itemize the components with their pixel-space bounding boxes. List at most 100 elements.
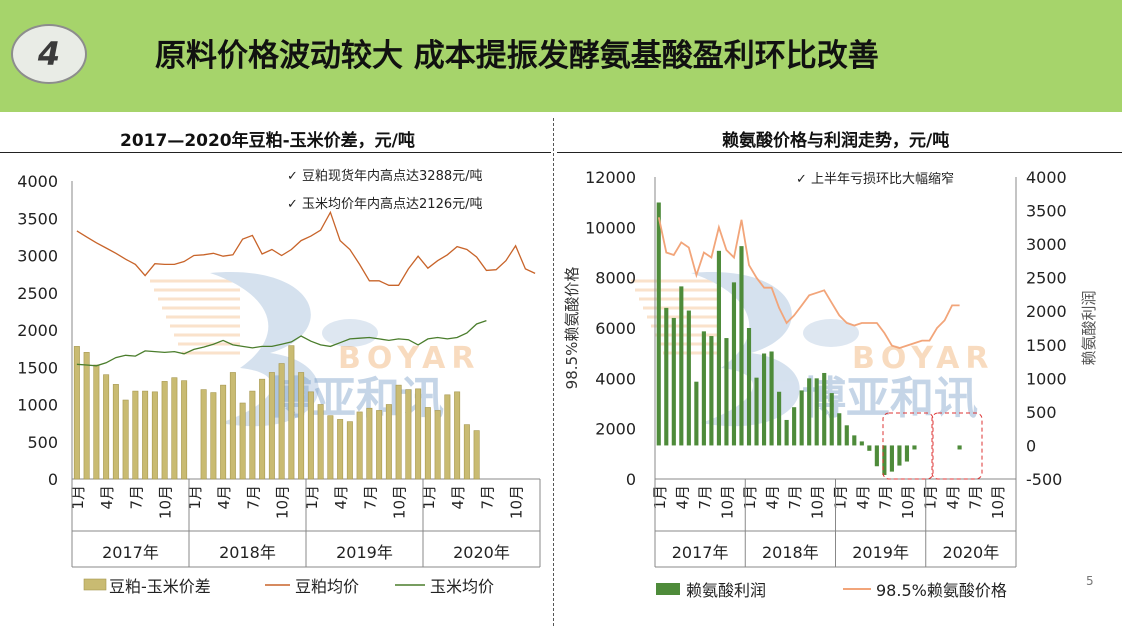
y-axis-label: 98.5%赖氨酸价格 bbox=[563, 267, 581, 390]
year-label: 2020年 bbox=[943, 543, 1000, 562]
x-tick-label: 7月 bbox=[127, 485, 145, 510]
year-label: 2018年 bbox=[762, 543, 819, 562]
lysine-profit-bar bbox=[694, 381, 699, 446]
lysine-price-line bbox=[657, 217, 960, 350]
x-tick-label: 4月 bbox=[449, 485, 467, 510]
price-spread-bar bbox=[259, 378, 266, 480]
lysine-profit-bar bbox=[686, 310, 691, 446]
lysine-profit-bar bbox=[761, 353, 767, 446]
price-spread-bar bbox=[268, 372, 275, 480]
lysine-profit-bar bbox=[859, 441, 864, 446]
price-spread-bar bbox=[434, 410, 441, 480]
watermark-text-en: BOYAR bbox=[852, 341, 994, 376]
watermark-text-cn: 博亚和讯 bbox=[268, 373, 444, 424]
x-tick-label: 4月 bbox=[854, 485, 872, 510]
x-tick-label: 10月 bbox=[508, 485, 526, 519]
x-tick-label: 7月 bbox=[478, 485, 496, 510]
y-tick-label: 6000 bbox=[595, 319, 636, 338]
lysine-profit-bar bbox=[784, 419, 789, 446]
price-spread-bar bbox=[288, 345, 295, 480]
y2-tick-label: 2000 bbox=[1026, 302, 1067, 321]
price-spread-bar bbox=[142, 390, 149, 480]
lysine-profit-bar bbox=[724, 338, 729, 446]
y2-tick-label: 3500 bbox=[1026, 202, 1067, 221]
section-number-badge: 4 bbox=[11, 24, 87, 84]
watermark-swoosh bbox=[691, 272, 800, 427]
page-title: 原料价格波动较大 成本提振发酵氨基酸盈利环比改善 bbox=[155, 38, 879, 74]
price-spread-bar bbox=[444, 394, 451, 480]
y-tick-label: 8000 bbox=[595, 269, 636, 288]
x-tick-label: 10月 bbox=[899, 485, 917, 519]
left-title-divider bbox=[0, 152, 551, 153]
x-tick-label: 4月 bbox=[215, 485, 233, 510]
lysine-profit-bar bbox=[777, 391, 782, 446]
y2-tick-label: 1000 bbox=[1026, 369, 1067, 388]
year-label: 2019年 bbox=[336, 543, 393, 562]
y-tick-label: 1000 bbox=[17, 396, 58, 415]
year-label: 2017年 bbox=[102, 543, 159, 562]
price-spread-bar bbox=[307, 391, 314, 480]
lysine-profit-bar bbox=[769, 351, 774, 446]
x-tick-label: 10月 bbox=[718, 485, 736, 519]
lysine-profit-bar bbox=[739, 246, 744, 446]
y2-tick-label: 1500 bbox=[1026, 336, 1067, 355]
lysine-profit-bar bbox=[671, 317, 676, 446]
y2-axis-label: 赖氨酸利润 bbox=[1080, 290, 1098, 365]
x-tick-label: 10月 bbox=[989, 485, 1007, 519]
y-tick-label: 2000 bbox=[17, 321, 58, 340]
price-spread-bar bbox=[103, 374, 110, 480]
corn-price-line bbox=[76, 319, 487, 367]
price-spread-bar bbox=[366, 407, 373, 480]
price-spread-bar bbox=[83, 352, 90, 480]
y-tick-label: 12000 bbox=[585, 168, 636, 187]
x-tick-label: 10月 bbox=[157, 485, 175, 519]
price-spread-bar bbox=[337, 419, 344, 480]
highlight-box-2019 bbox=[882, 412, 934, 480]
y2-tick-label: 0 bbox=[1026, 436, 1036, 455]
watermark-text-cn: 博亚和讯 bbox=[802, 373, 978, 424]
right-title-divider bbox=[557, 152, 1122, 153]
price-spread-bar bbox=[454, 391, 461, 480]
price-spread-bar bbox=[395, 384, 402, 480]
x-tick-label: 10月 bbox=[274, 485, 292, 519]
page-number: 5 bbox=[1086, 574, 1094, 588]
y2-tick-label: 500 bbox=[1026, 403, 1057, 422]
y-tick-label: 10000 bbox=[585, 218, 636, 237]
legend-swatch-spread bbox=[83, 578, 107, 591]
y-tick-label: 0 bbox=[626, 470, 636, 489]
lysine-profit-bar bbox=[754, 377, 759, 446]
right-chart-title: 赖氨酸价格与利润走势，元/吨 bbox=[722, 131, 950, 151]
x-tick-label: 7月 bbox=[361, 485, 379, 510]
lysine-profit-bar bbox=[731, 282, 737, 446]
watermark-text-en: BOYAR bbox=[338, 341, 480, 376]
x-tick-label: 1月 bbox=[420, 485, 438, 510]
price-spread-bar bbox=[463, 424, 470, 480]
x-tick-label: 1月 bbox=[303, 485, 321, 510]
x-tick-label: 7月 bbox=[876, 485, 894, 510]
price-spread-bar bbox=[385, 404, 392, 480]
y-tick-label: 0 bbox=[48, 470, 58, 489]
price-spread-bar bbox=[473, 430, 480, 480]
legend-label-soymeal: 豆粕均价 bbox=[295, 577, 359, 596]
lysine-profit-bar bbox=[882, 445, 887, 475]
x-tick-label: 4月 bbox=[944, 485, 962, 510]
lysine-profit-bar bbox=[912, 445, 917, 450]
price-spread-bar bbox=[249, 390, 256, 480]
price-spread-bar bbox=[171, 377, 178, 480]
lysine-profit-bar bbox=[814, 378, 819, 446]
price-spread-bar bbox=[376, 410, 383, 480]
y-tick-label: 4000 bbox=[17, 172, 58, 191]
y2-tick-label: 3000 bbox=[1026, 235, 1067, 254]
lysine-profit-bar bbox=[837, 413, 842, 446]
lysine-profit-bar bbox=[664, 307, 669, 446]
price-spread-bar bbox=[356, 411, 363, 480]
right-chart: BOYAR博亚和讯020004000600080001000012000-500… bbox=[563, 168, 1098, 600]
watermark-bird-head bbox=[803, 319, 859, 347]
annotation-corn: ✓ 玉米均价年内高点达2126元/吨 bbox=[287, 196, 483, 212]
x-tick-label: 1月 bbox=[831, 485, 849, 510]
y-tick-label: 3500 bbox=[17, 209, 58, 228]
price-spread-bar bbox=[317, 404, 324, 480]
highlight-box-2020 bbox=[931, 412, 983, 480]
y-tick-label: 1500 bbox=[17, 358, 58, 377]
